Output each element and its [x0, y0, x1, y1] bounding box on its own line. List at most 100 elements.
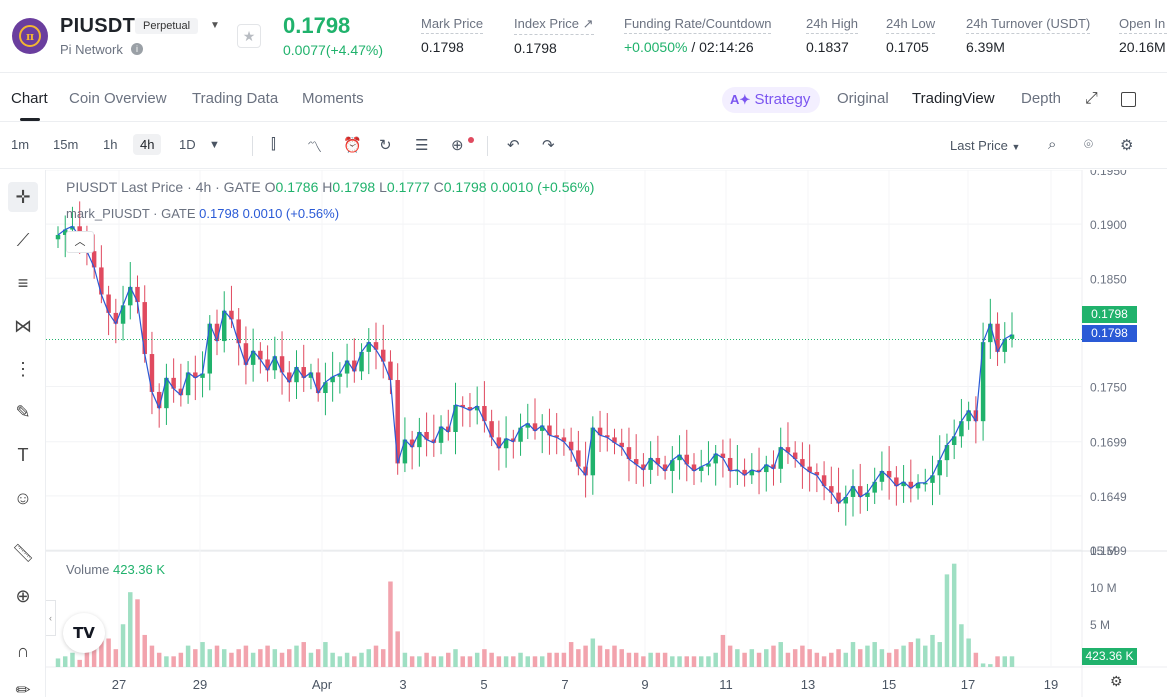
magnet-icon[interactable]: ∩ — [16, 640, 30, 661]
candle-body — [337, 373, 343, 377]
horizontal-lines-icon[interactable]: ≡ — [17, 272, 29, 293]
brush-icon[interactable]: ✎ — [15, 401, 31, 422]
volume-bar — [330, 652, 335, 667]
tab-trading-data[interactable]: Trading Data — [192, 90, 279, 107]
alert-icon[interactable]: ⏰ — [343, 137, 362, 154]
tab-depth[interactable]: Depth — [1021, 90, 1062, 107]
stat-24h-low[interactable]: 24h Low 0.1705 — [886, 16, 936, 55]
price-type-select[interactable]: Last Price ▼ — [950, 138, 1020, 153]
interval-1d[interactable]: 1D — [179, 137, 196, 152]
stat-24h-turnover[interactable]: 24h Turnover (USDT) 6.39M — [966, 16, 1091, 55]
ruler-icon[interactable]: 📏︎ — [11, 542, 35, 563]
interval-1m[interactable]: 1m — [11, 137, 30, 152]
candle-body — [872, 481, 877, 493]
candle-body — [597, 427, 603, 436]
volume-bar — [532, 656, 538, 667]
candle-body — [568, 441, 574, 451]
collapse-legend-button[interactable]: ︿ — [66, 231, 94, 253]
tradingview-logo[interactable]: TV — [63, 613, 105, 653]
candle-body — [395, 380, 400, 464]
volume-bar — [785, 652, 791, 667]
volume-bar — [670, 656, 675, 667]
candle-body — [207, 323, 213, 374]
volume-bar — [930, 634, 935, 667]
candle-body — [200, 373, 205, 378]
symbol-title[interactable]: PIUSDT — [60, 15, 136, 37]
stat-value: 0.1837 — [806, 39, 849, 55]
price-chart[interactable]: 0.1950 0.1900 0.1850 0.1750 0.1699 0.1649 0.15… — [46, 170, 1167, 697]
volume-bar — [764, 649, 769, 667]
legend-low-label: L — [379, 179, 387, 195]
y-tick-label: 0.1599 — [1090, 544, 1127, 558]
interval-dropdown-icon[interactable]: ▼ — [209, 139, 220, 151]
search-icon[interactable]: ⌕ — [1048, 136, 1057, 153]
legend-title: PIUSDT Last Price · 4h · GATE — [66, 179, 261, 195]
candle-body — [670, 460, 675, 471]
chart-settings-icon[interactable]: ⚙ — [1110, 673, 1123, 689]
y-tick-label: 0.1649 — [1090, 490, 1127, 504]
redo-icon[interactable]: ↷ — [542, 137, 555, 154]
interval-1h[interactable]: 1h — [103, 137, 118, 152]
zoom-in-icon[interactable]: ⊕ — [15, 585, 31, 606]
camera-icon[interactable]: ⌾ — [1084, 136, 1094, 153]
interval-4h[interactable]: 4h — [133, 134, 162, 155]
info-icon[interactable]: i — [131, 43, 143, 55]
candle-body — [272, 356, 278, 371]
refresh-icon[interactable]: ↻ — [379, 137, 392, 154]
candle-body — [106, 294, 111, 313]
window-icon[interactable] — [1121, 92, 1136, 107]
pencil-icon[interactable]: ✏ — [15, 679, 31, 697]
chevron-down-icon[interactable]: ▼ — [210, 20, 220, 31]
candle-body — [605, 435, 610, 438]
expand-icon[interactable]: ⤢ — [1085, 90, 1098, 107]
candle-body — [706, 463, 711, 467]
candlestick-type-icon[interactable]: ⫿ — [271, 136, 276, 153]
volume-bar — [988, 664, 993, 667]
tab-tradingview[interactable]: TradingView — [912, 90, 995, 107]
emoji-icon[interactable]: ☺ — [13, 487, 33, 508]
undo-icon[interactable]: ↶ — [507, 137, 520, 154]
candle-body — [91, 251, 97, 268]
stat-value: 0.1705 — [886, 39, 929, 55]
stat-funding-rate[interactable]: Funding Rate/Countdown +0.0050% / 02:14:… — [624, 16, 772, 55]
interval-15m[interactable]: 15m — [53, 137, 79, 152]
legend-open: 0.1786 — [275, 179, 319, 195]
stat-24h-high[interactable]: 24h High 0.1837 — [806, 16, 859, 55]
candle-body — [850, 486, 856, 497]
tab-coin-overview[interactable]: Coin Overview — [69, 90, 167, 107]
stat-open-interest[interactable]: Open In 20.16M — [1119, 16, 1167, 55]
tab-moments[interactable]: Moments — [302, 90, 364, 107]
legend-open-label: O — [264, 179, 276, 195]
side-panel-toggle[interactable]: ‹ — [46, 600, 56, 636]
volume-bar — [236, 649, 241, 667]
candle-body — [301, 367, 306, 378]
stat-label: 24h Low — [886, 16, 936, 34]
tab-original[interactable]: Original — [837, 90, 889, 107]
list-icon[interactable]: ☰ — [415, 137, 429, 154]
text-icon[interactable]: T — [17, 444, 29, 465]
y-tick-label: 0.1900 — [1090, 218, 1127, 232]
fib-icon[interactable]: ⋮ — [14, 358, 32, 379]
stat-value: 0.1798 — [421, 39, 464, 55]
volume-bar — [250, 652, 256, 667]
candle-body — [756, 469, 762, 473]
pattern-icon[interactable]: ⋈ — [14, 315, 32, 336]
stat-mark-price[interactable]: Mark Price 0.1798 — [421, 16, 484, 55]
stat-label: 24h High — [806, 16, 859, 34]
stat-index-price[interactable]: Index Price ↗ 0.1798 — [514, 16, 594, 56]
trend-line-icon[interactable]: ⟋ — [16, 229, 30, 250]
indicators-icon[interactable]: 〽 — [307, 139, 323, 156]
star-icon[interactable]: ★ — [237, 24, 261, 48]
volume-bar — [576, 649, 581, 667]
strategy-button[interactable]: A✦ Strategy — [722, 87, 821, 113]
crosshair-icon[interactable]: ✛ — [8, 182, 38, 212]
ticker-header: π PIUSDT Perpetual ▼ Pi Network i ★ 0.17… — [0, 0, 1167, 73]
candle-body — [156, 391, 162, 409]
tab-chart[interactable]: Chart — [11, 90, 48, 107]
add-icon[interactable]: ⊕ — [451, 137, 464, 154]
candle-body — [951, 436, 957, 445]
candle-body — [894, 477, 899, 487]
volume-bar — [272, 649, 278, 667]
candle-body — [865, 492, 870, 497]
gear-icon[interactable]: ⚙ — [1120, 137, 1134, 154]
